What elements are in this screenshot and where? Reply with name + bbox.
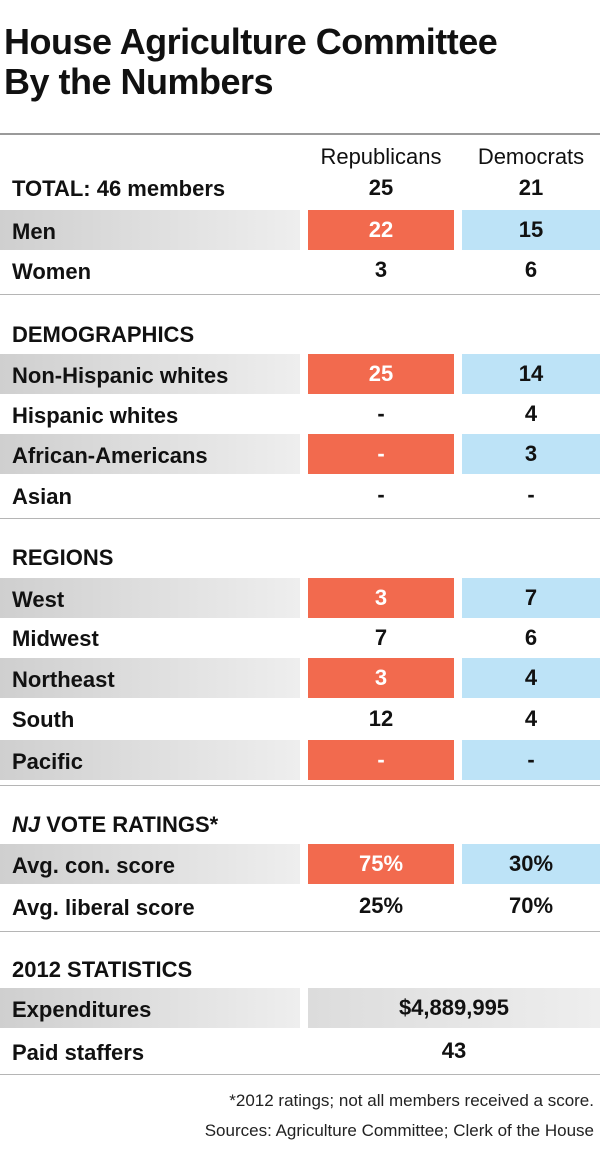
section-demographics: DEMOGRAPHICS: [12, 322, 195, 347]
cell-south-dem: 4: [524, 706, 538, 731]
row-bg-pacific: [0, 740, 300, 780]
cell-hispanic-dem: 4: [524, 401, 538, 426]
cell-west-dem: 7: [462, 578, 600, 618]
title-line-2: By the Numbers: [4, 61, 274, 102]
row-label-hispanic: Hispanic whites: [12, 403, 179, 428]
cell-midwest-dem: 6: [524, 625, 538, 650]
divider-vote-ratings: [0, 785, 600, 786]
row-label-lib: Avg. liberal score: [12, 895, 195, 920]
row-label-african: African-Americans: [12, 443, 208, 468]
row-label-northeast: Northeast: [12, 667, 115, 692]
cell-expenditures: $4,889,995: [398, 995, 510, 1020]
section-vote-ratings-text: VOTE RATINGS*: [40, 812, 219, 837]
row-label-midwest: Midwest: [12, 626, 99, 651]
cell-midwest-rep: 7: [374, 625, 388, 650]
divider-statistics: [0, 931, 600, 932]
cell-pacific-rep: -: [308, 740, 454, 780]
value-bg-expenditures: [308, 988, 600, 1028]
cell-lib-rep: 25%: [358, 893, 404, 918]
section-vote-ratings-italic: NJ: [12, 812, 41, 837]
cell-con-dem: 30%: [462, 844, 600, 884]
row-bg-african: [0, 434, 300, 474]
row-label-women: Women: [12, 259, 92, 284]
cell-lib-dem: 70%: [508, 893, 554, 918]
cell-women-rep: 3: [374, 257, 388, 282]
cell-african-rep: -: [308, 434, 454, 474]
cell-nonhispanic-rep: 25: [308, 354, 454, 394]
cell-west-rep: 3: [308, 578, 454, 618]
total-rep-value: 25: [368, 175, 394, 200]
row-bg-northeast: [0, 658, 300, 698]
total-dem-value: 21: [518, 175, 544, 200]
sources: Sources: Agriculture Committee; Clerk of…: [204, 1121, 594, 1140]
cell-men-dem: 15: [462, 210, 600, 250]
cell-nonhispanic-dem: 14: [462, 354, 600, 394]
divider-footer: [0, 1074, 600, 1075]
section-regions: REGIONS: [12, 545, 114, 570]
cell-men-rep: 22: [308, 210, 454, 250]
row-label-expenditures: Expenditures: [12, 997, 152, 1022]
row-bg-men: [0, 210, 300, 250]
row-label-pacific: Pacific: [12, 749, 83, 774]
row-label-nonhispanic: Non-Hispanic whites: [12, 363, 229, 388]
divider-regions: [0, 518, 600, 519]
row-bg-west: [0, 578, 300, 618]
row-label-asian: Asian: [12, 484, 72, 509]
cell-south-rep: 12: [368, 706, 394, 731]
row-label-south: South: [12, 707, 75, 732]
chart-title: House Agriculture Committee By the Numbe…: [4, 21, 498, 102]
row-label-west: West: [12, 587, 65, 612]
cell-women-dem: 6: [524, 257, 538, 282]
top-rule: [0, 133, 600, 135]
cell-northeast-dem: 4: [462, 658, 600, 698]
column-header-democrats: Democrats: [477, 144, 585, 169]
row-label-con: Avg. con. score: [12, 853, 176, 878]
section-statistics: 2012 STATISTICS: [12, 957, 193, 982]
title-line-1: House Agriculture Committee: [4, 21, 498, 62]
row-label-men: Men: [12, 219, 56, 244]
section-vote-ratings: NJ VOTE RATINGS*: [12, 812, 218, 838]
divider-demographics: [0, 294, 600, 295]
footnote: *2012 ratings; not all members received …: [229, 1091, 594, 1110]
row-bg-con: [0, 844, 300, 884]
row-bg-nonhispanic: [0, 354, 300, 394]
cell-asian-dem: -: [527, 482, 535, 507]
row-bg-expenditures: [0, 988, 300, 1028]
total-label: TOTAL: 46 members: [12, 176, 226, 201]
cell-pacific-dem: -: [462, 740, 600, 780]
cell-asian-rep: -: [377, 482, 385, 507]
column-header-republicans: Republicans: [320, 144, 442, 169]
cell-hispanic-rep: -: [377, 401, 385, 426]
cell-african-dem: 3: [462, 434, 600, 474]
row-label-staffers: Paid staffers: [12, 1040, 145, 1065]
cell-staffers: 43: [441, 1038, 467, 1063]
cell-con-rep: 75%: [308, 844, 454, 884]
cell-northeast-rep: 3: [308, 658, 454, 698]
